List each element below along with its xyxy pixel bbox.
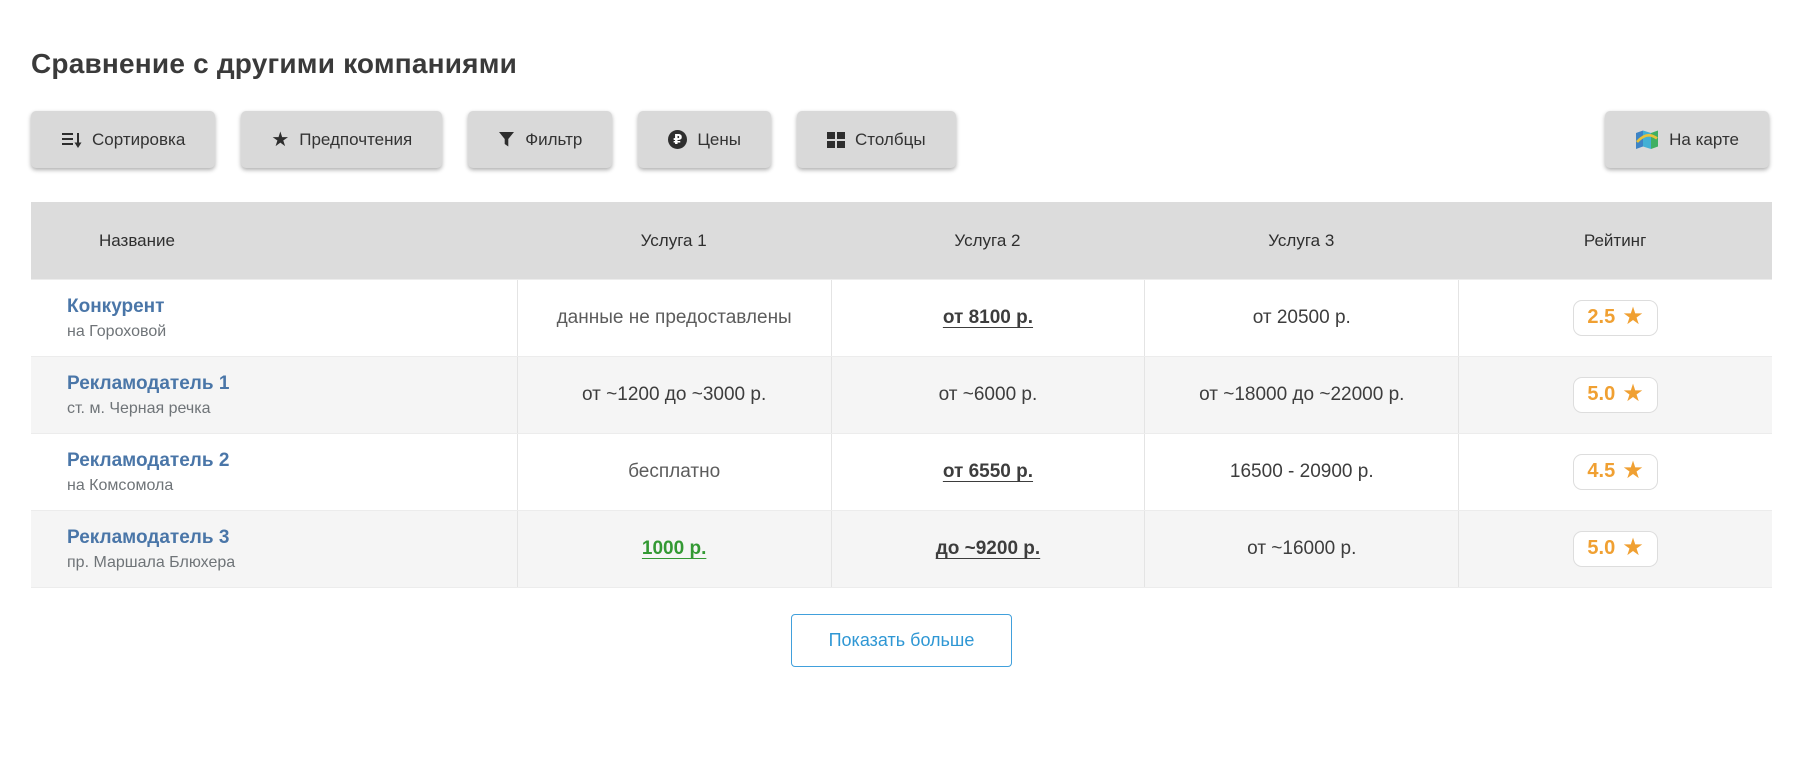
service-1-value: бесплатно [628, 461, 721, 482]
ruble-icon: ₽ [668, 130, 688, 149]
service-3-value: от ~16000 р. [1247, 538, 1357, 559]
company-link[interactable]: Рекламодатель 3 [67, 526, 230, 548]
toolbar: Сортировка ★ Предпочтения Фильтр ₽ Цены … [31, 111, 1772, 168]
comparison-table: Название Услуга 1 Услуга 2 Услуга 3 Рейт… [31, 202, 1772, 588]
company-address: пр. Маршала Блюхера [67, 553, 236, 571]
map-icon [1635, 129, 1659, 150]
service-2-value: от ~6000 р. [938, 384, 1038, 405]
rating-value: 4.5 [1587, 460, 1616, 482]
page-title: Сравнение с другими компаниями [31, 48, 518, 79]
service-2-price-link[interactable]: от 6550 р. [942, 461, 1034, 482]
column-header-rating: Рейтинг [1583, 230, 1647, 250]
table-row: Рекламодатель 2 на Комсомола бесплатно о… [31, 433, 1772, 510]
map-button[interactable]: На карте [1605, 111, 1769, 168]
company-link[interactable]: Конкурент [67, 295, 165, 317]
rating-star-icon: ★ [1622, 302, 1644, 330]
columns-button-label: Столбцы [854, 129, 926, 149]
rating-star-icon: ★ [1622, 456, 1644, 484]
column-header-name: Название [99, 230, 175, 250]
company-link[interactable]: Рекламодатель 2 [67, 449, 230, 471]
rating-value: 5.0 [1587, 537, 1616, 559]
service-1-value: данные не предоставлены [556, 307, 792, 328]
rating-badge: 2.5 ★ [1573, 300, 1658, 336]
service-1-price-link[interactable]: 1000 р. [641, 538, 707, 559]
service-2-price-link[interactable]: до ~9200 р. [935, 538, 1041, 559]
comparison-section: Сравнение с другими компаниями Сортировк… [31, 48, 1772, 667]
column-header-service-3: Услуга 3 [1268, 230, 1335, 250]
columns-button[interactable]: Столбцы [796, 111, 956, 168]
table-row: Рекламодатель 1 ст. м. Черная речка от ~… [31, 356, 1772, 433]
table-header-row: Название Услуга 1 Услуга 2 Услуга 3 Рейт… [31, 202, 1772, 279]
preferences-button-label: Предпочтения [299, 129, 413, 149]
show-more-button[interactable]: Показать больше [790, 614, 1013, 667]
rating-badge: 5.0 ★ [1573, 531, 1658, 567]
rating-star-icon: ★ [1622, 533, 1644, 561]
preferences-button[interactable]: ★ Предпочтения [241, 111, 443, 168]
company-address: на Комсомола [67, 476, 174, 494]
rating-value: 2.5 [1587, 306, 1616, 328]
filter-button[interactable]: Фильтр [468, 111, 613, 168]
prices-button-label: Цены [697, 129, 741, 149]
sort-icon [61, 130, 82, 150]
service-3-value: от ~18000 до ~22000 р. [1199, 384, 1405, 405]
column-header-service-1: Услуга 1 [640, 230, 707, 250]
table-footer: Показать больше [31, 614, 1772, 667]
company-address: ст. м. Черная речка [67, 399, 211, 417]
table-row: Конкурент на Гороховой данные не предост… [31, 279, 1772, 356]
service-2-price-link[interactable]: от 8100 р. [942, 307, 1034, 328]
rating-badge: 4.5 ★ [1573, 454, 1658, 490]
column-header-service-2: Услуга 2 [954, 230, 1021, 250]
service-3-value: от 20500 р. [1252, 307, 1351, 328]
service-1-value: от ~1200 до ~3000 р. [582, 384, 767, 405]
company-link[interactable]: Рекламодатель 1 [67, 372, 230, 394]
filter-icon [498, 131, 515, 148]
company-address: на Гороховой [67, 322, 167, 340]
prices-button[interactable]: ₽ Цены [638, 111, 771, 168]
filter-button-label: Фильтр [525, 129, 583, 149]
rating-value: 5.0 [1587, 383, 1616, 405]
columns-icon [826, 131, 845, 149]
star-icon: ★ [271, 128, 290, 151]
map-button-label: На карте [1669, 129, 1739, 149]
rating-badge: 5.0 ★ [1573, 377, 1658, 413]
sort-button-label: Сортировка [92, 129, 186, 149]
service-3-value: 16500 - 20900 р. [1229, 461, 1374, 482]
table-row: Рекламодатель 3 пр. Маршала Блюхера 1000… [31, 510, 1772, 587]
sort-button[interactable]: Сортировка [31, 111, 216, 168]
rating-star-icon: ★ [1622, 379, 1644, 407]
